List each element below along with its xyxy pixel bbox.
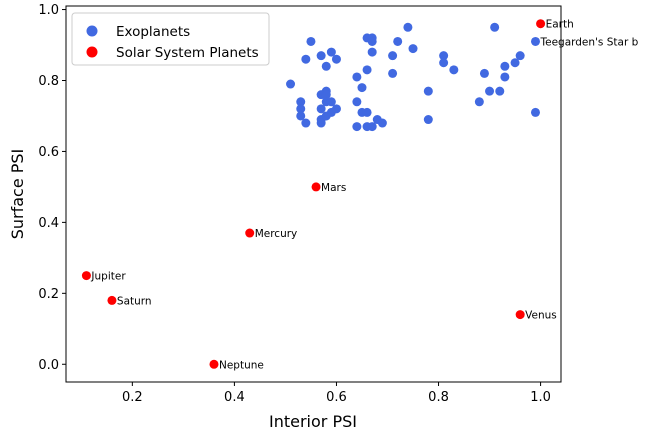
annotation-label: Mars: [321, 182, 346, 194]
exoplanet-point: [408, 44, 418, 54]
y-axis-label: Surface PSI: [8, 149, 27, 240]
solar-planet-point: [81, 271, 91, 281]
exoplanet-point: [439, 58, 449, 68]
exoplanet-point: [367, 122, 377, 132]
solar-planet-point: [311, 182, 321, 192]
exoplanet-point: [500, 61, 510, 71]
annotation-label: Neptune: [219, 359, 264, 371]
exoplanet-point: [316, 118, 326, 128]
exoplanet-point: [352, 72, 362, 82]
exoplanet-point: [362, 65, 372, 75]
exoplanet-point: [321, 90, 331, 100]
exoplanet-point: [423, 115, 433, 125]
solar-planet-point: [107, 295, 117, 305]
exoplanet-point: [286, 79, 296, 89]
exoplanet-point: [530, 107, 540, 117]
x-tick-label: 0.4: [224, 390, 245, 405]
exoplanet-point: [377, 118, 387, 128]
annotation-label: Jupiter: [90, 271, 126, 283]
legend-marker-solar-system: [86, 46, 98, 58]
exoplanet-point: [321, 61, 331, 71]
exoplanet-point: [296, 104, 306, 114]
exoplanet-point: [495, 86, 505, 96]
data-points: [81, 19, 546, 369]
y-axis-ticks: 0.0 0.2 0.4 0.6 0.8 1.0: [38, 3, 66, 373]
exoplanet-point: [490, 22, 500, 32]
solar-planet-point: [245, 228, 255, 238]
y-tick-label: 0.4: [38, 216, 59, 231]
x-axis-label: Interior PSI: [269, 412, 357, 431]
exoplanet-point: [485, 86, 495, 96]
exoplanet-point: [326, 97, 336, 107]
annotation-label: Mercury: [255, 228, 298, 240]
exoplanet-point: [316, 51, 326, 61]
plot-frame: [65, 5, 562, 383]
exoplanet-point: [296, 97, 306, 107]
x-tick-label: 1.0: [530, 390, 551, 405]
annotation-label: Saturn: [117, 295, 152, 307]
exoplanet-point: [449, 65, 459, 75]
legend-marker-exoplanets: [86, 25, 98, 37]
x-tick-label: 0.2: [122, 390, 143, 405]
point-annotations: Earth Teegarden's Star b Mars Mercury Jupite…: [90, 19, 638, 372]
exoplanet-point: [500, 72, 510, 82]
exoplanet-point: [326, 47, 336, 57]
exoplanet-point: [301, 54, 311, 64]
y-tick-label: 0.2: [38, 287, 59, 302]
exoplanet-point: [301, 118, 311, 128]
x-tick-label: 0.6: [326, 390, 347, 405]
annotation-label: Venus: [525, 310, 557, 322]
exoplanet-point: [393, 36, 403, 46]
exoplanet-point: [296, 111, 306, 121]
exoplanet-point: [352, 122, 362, 132]
x-tick-label: 0.8: [428, 390, 449, 405]
exoplanet-point: [510, 58, 520, 68]
solar-planet-point: [515, 310, 525, 320]
y-tick-label: 1.0: [38, 3, 59, 18]
legend-label-exoplanets: Exoplanets: [116, 24, 190, 40]
y-tick-label: 0.0: [38, 358, 59, 373]
y-tick-label: 0.8: [38, 74, 59, 89]
y-tick-label: 0.6: [38, 145, 59, 160]
exoplanet-point: [362, 107, 372, 117]
legend-label-solar-system: Solar System Planets: [116, 45, 259, 61]
exoplanet-point: [515, 51, 525, 61]
exoplanet-point: [367, 47, 377, 57]
x-axis-ticks: 0.2 0.4 0.6 0.8 1.0: [122, 382, 551, 405]
exoplanet-point: [479, 68, 489, 78]
exoplanet-point: [388, 51, 398, 61]
plot-area: [66, 6, 561, 382]
exoplanet-point: [439, 51, 449, 61]
exoplanet-point: [403, 22, 413, 32]
solar-planet-point: [536, 19, 546, 29]
exoplanet-point: [530, 36, 540, 46]
exoplanet-point: [331, 54, 341, 64]
legend: Exoplanets Solar System Planets: [71, 12, 270, 66]
exoplanet-point: [331, 104, 341, 114]
exoplanet-point: [367, 36, 377, 46]
exoplanet-point: [306, 36, 316, 46]
exoplanet-point: [352, 97, 362, 107]
exoplanet-point: [316, 104, 326, 114]
solar-planet-point: [209, 359, 219, 369]
exoplanet-point: [388, 68, 398, 78]
exoplanet-point: [357, 83, 367, 93]
exoplanet-point: [474, 97, 484, 107]
annotation-label: Teegarden's Star b: [539, 36, 638, 48]
exoplanet-point: [423, 86, 433, 96]
legend-box: [71, 12, 270, 66]
annotation-label: Earth: [546, 19, 574, 31]
